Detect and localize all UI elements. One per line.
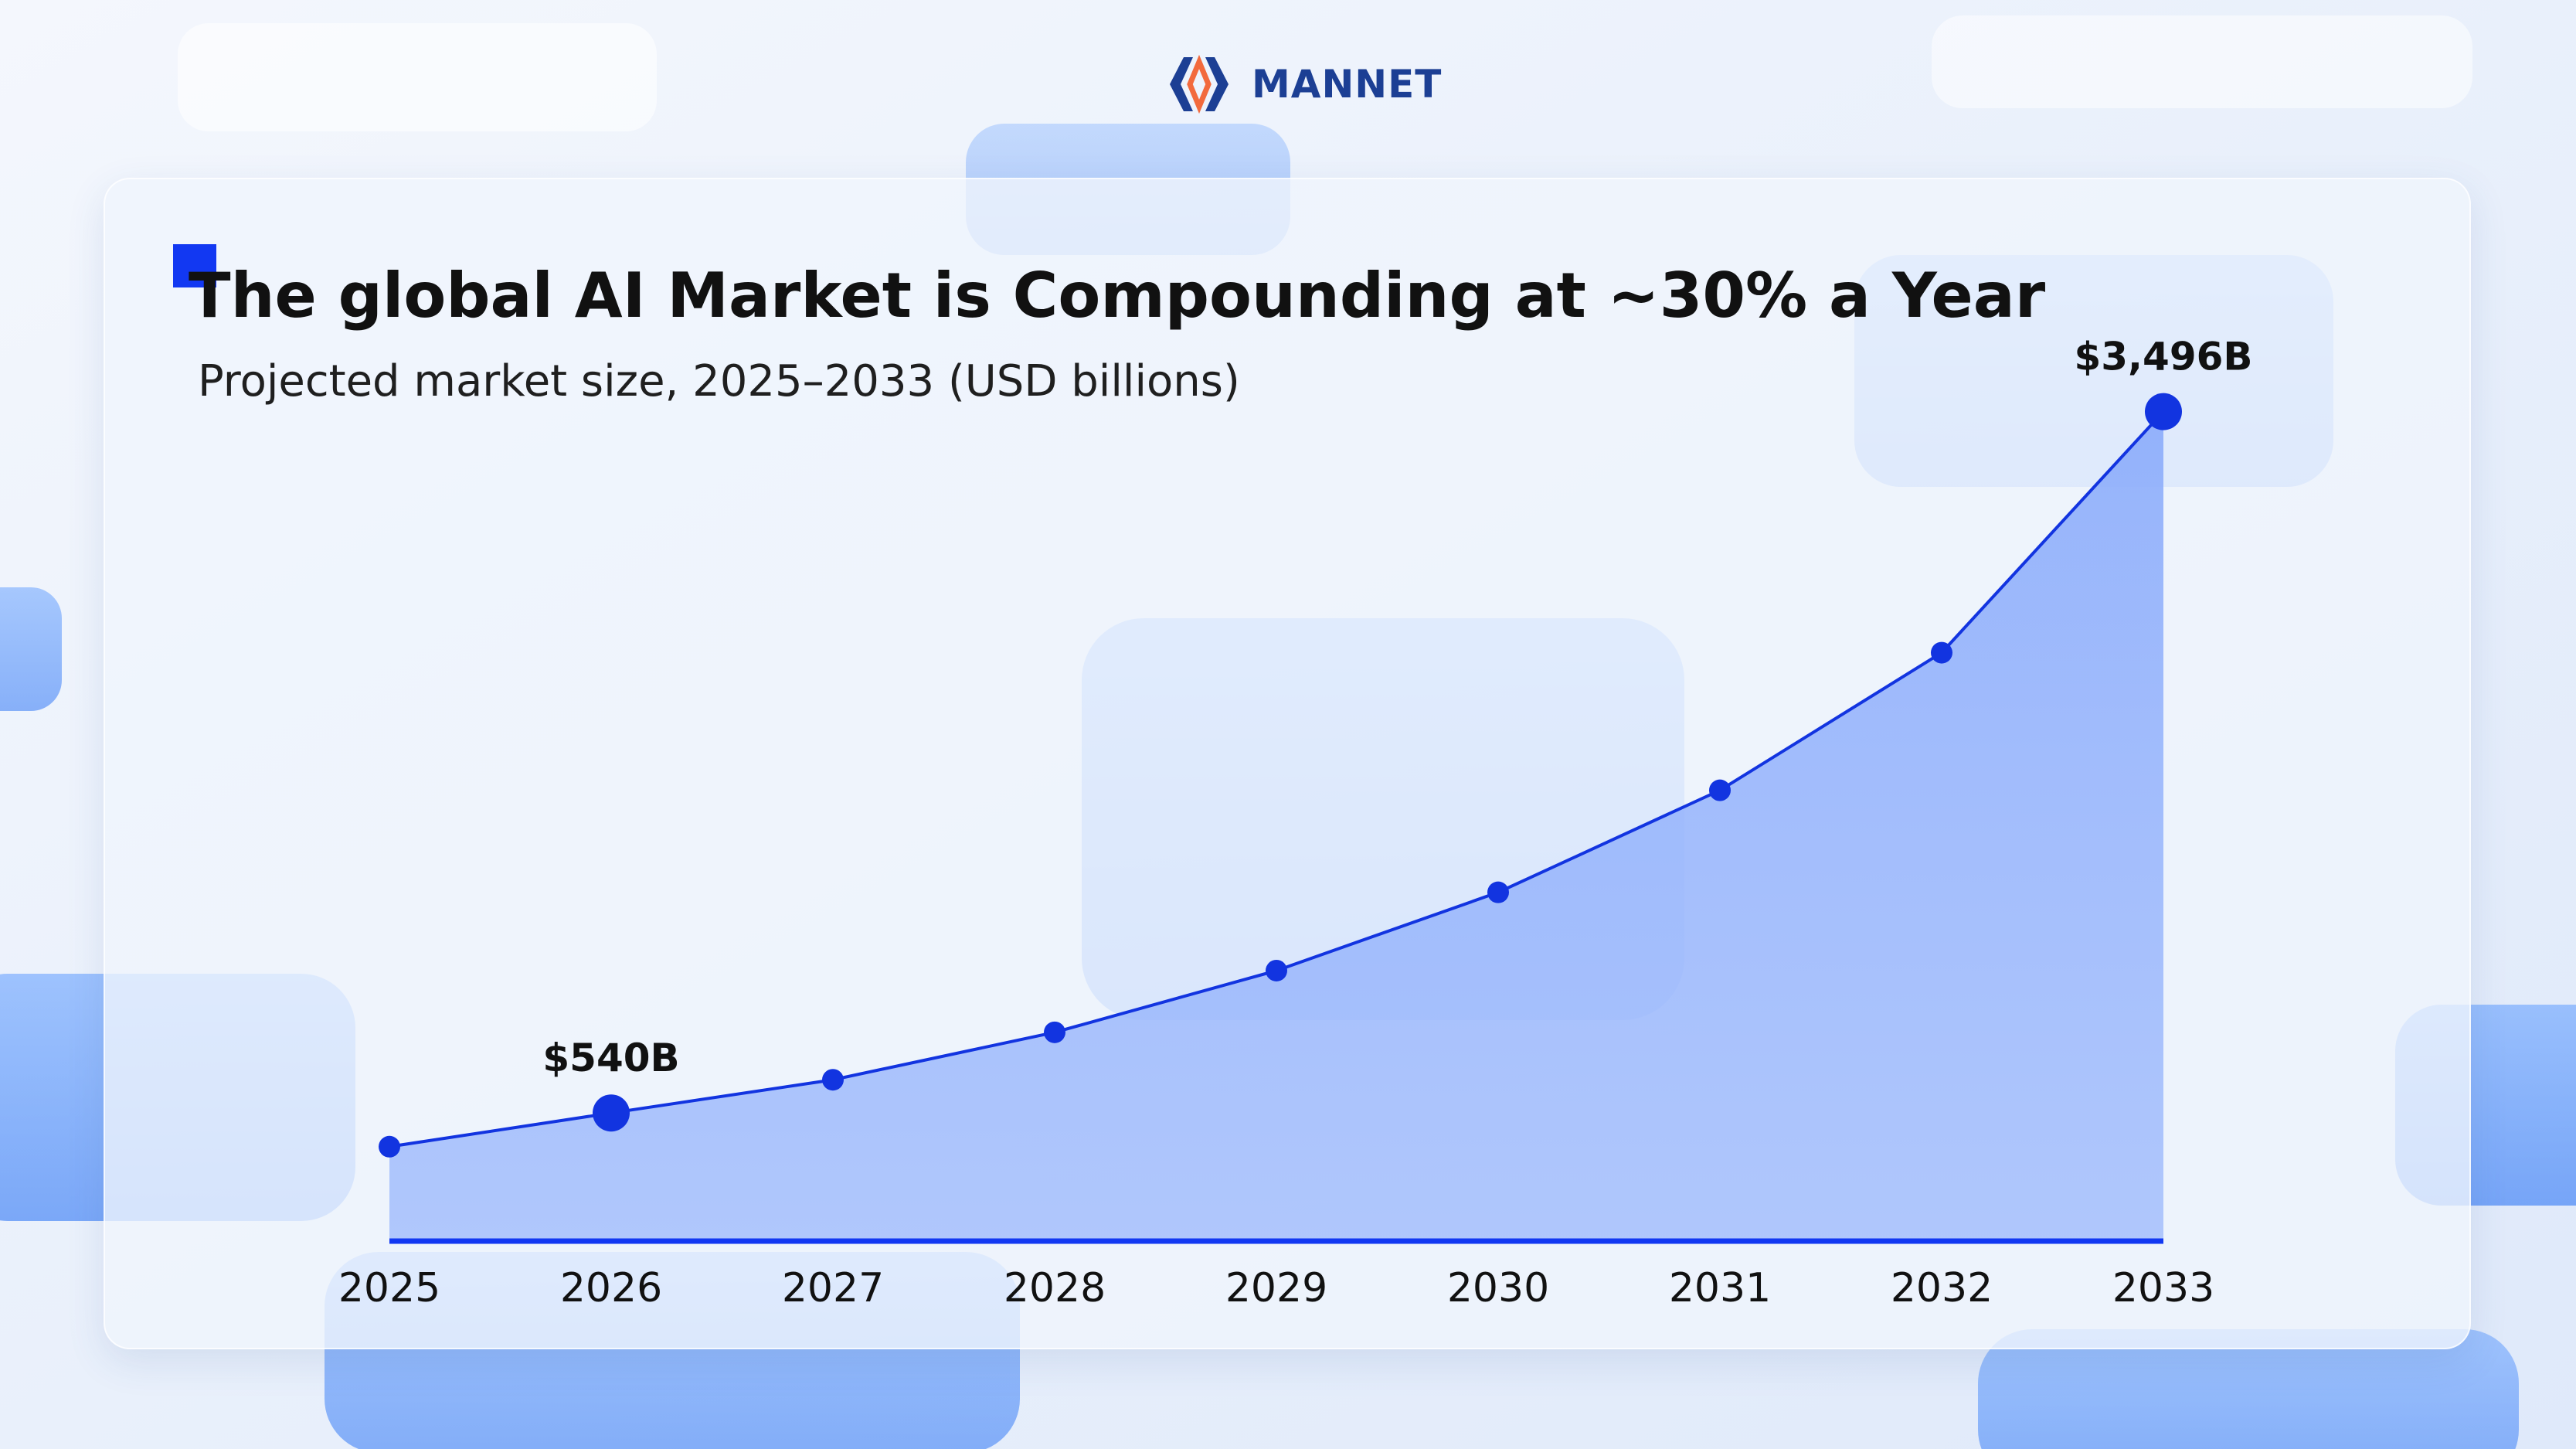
- data-point-2033: [2145, 393, 2182, 430]
- brand-name: MANNET: [1252, 62, 1443, 107]
- x-tick-label-2029: 2029: [1225, 1265, 1327, 1311]
- data-point-2026: [593, 1094, 630, 1132]
- series-area: [389, 411, 2163, 1241]
- brand-header: MANNET: [1162, 49, 1442, 119]
- x-tick-label-2027: 2027: [782, 1265, 884, 1311]
- chart-subtitle: Projected market size, 2025–2033 (USD bi…: [198, 356, 1240, 406]
- data-point-2025: [379, 1135, 400, 1158]
- data-point-2028: [1044, 1021, 1065, 1043]
- data-point-2031: [1709, 779, 1731, 801]
- x-tick-label-2026: 2026: [560, 1265, 662, 1311]
- x-tick-label-2030: 2030: [1447, 1265, 1549, 1311]
- data-point-2030: [1487, 881, 1509, 903]
- mannet-logo-icon: [1170, 54, 1229, 114]
- x-tick-label-2028: 2028: [1004, 1265, 1106, 1311]
- x-tick-label-2031: 2031: [1669, 1265, 1771, 1311]
- data-label-2026: $540B: [542, 1036, 679, 1080]
- data-point-2027: [822, 1069, 844, 1091]
- x-tick-label-2033: 2033: [2112, 1265, 2214, 1311]
- data-point-2029: [1266, 959, 1287, 981]
- x-tick-label-2025: 2025: [338, 1265, 440, 1311]
- chart-title: The global AI Market is Compounding at ~…: [189, 260, 2046, 332]
- title-accent-square: [173, 244, 216, 287]
- data-label-2033: $3,496B: [2074, 335, 2252, 379]
- data-point-2032: [1931, 641, 1952, 664]
- x-tick-label-2032: 2032: [1891, 1265, 1993, 1311]
